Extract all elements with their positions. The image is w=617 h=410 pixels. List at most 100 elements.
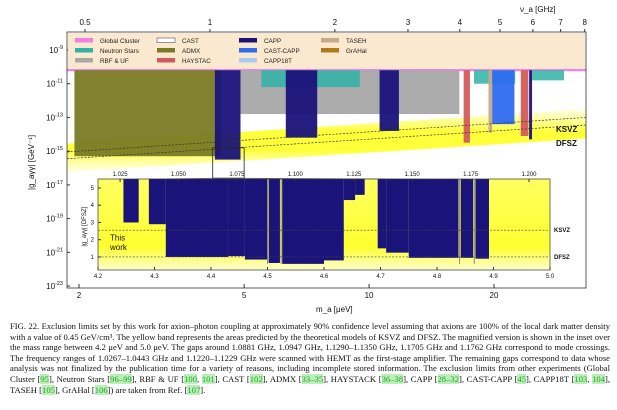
- inset-exclusion-bar: [268, 179, 280, 264]
- caption-text: FIG. 22. Exclusion limits set by this wo…: [10, 321, 610, 384]
- top-tick-label: 4: [458, 18, 463, 27]
- legend-label: GrAHal: [346, 48, 367, 55]
- legend-swatch: [75, 48, 93, 53]
- caption-text: ], HAYSTACK [: [323, 373, 382, 384]
- y-axis-label: |g_aγγ| [GeV⁻¹]: [27, 135, 36, 190]
- inset-top-tick-label: 1.075: [229, 172, 245, 178]
- inset-x-tick-label: 4.8: [433, 274, 442, 280]
- exclusion-region-admx: [74, 70, 222, 157]
- caption-text: ], CAST-CAPP [: [458, 373, 518, 384]
- inset-top-tick-label: 1.175: [463, 172, 479, 178]
- theory-band: [67, 109, 586, 173]
- top-tick-label: 8: [582, 18, 587, 27]
- x-tick-label: 2: [77, 291, 82, 300]
- caption-text: ]) are taken from Ref. [: [107, 384, 188, 395]
- citation-link[interactable]: 45: [517, 373, 526, 384]
- y-tick-label: 10-19: [46, 214, 63, 224]
- y-tick-exponent: -15: [55, 146, 63, 152]
- legend-label: ADMX: [182, 48, 201, 55]
- inset-y-tick-label: 1: [91, 255, 95, 261]
- y-tick-label: 10-9: [49, 45, 63, 55]
- bottom-axis-label: m_a [μeV]: [316, 305, 353, 314]
- inset-x-tick-label: 4.7: [376, 274, 385, 280]
- caption-text: ], CAPP18T [: [526, 373, 575, 384]
- caption-text: ], Neutron Stars [: [48, 373, 111, 384]
- exclusion-region-global-cluster: [67, 68, 586, 72]
- inset-x-tick-label: 4.4: [207, 274, 216, 280]
- citation-link[interactable]: 104: [592, 373, 605, 384]
- citation-link[interactable]: 101: [201, 373, 215, 384]
- inset-exclusion-bar: [227, 179, 245, 257]
- legend-label: RBF & UF: [100, 58, 129, 65]
- legend-swatch: [75, 38, 93, 43]
- caption-text: ], RBF & UF [: [131, 373, 185, 384]
- x-tick-label: 20: [490, 291, 499, 300]
- citation-link[interactable]: 103: [574, 373, 588, 384]
- legend-swatch: [321, 38, 339, 43]
- inset-top-tick-label: 1.025: [113, 172, 129, 178]
- y-tick-exponent: -11: [55, 79, 63, 85]
- this-work-annotation: This: [110, 234, 125, 243]
- inset-exclusion-bar: [460, 179, 474, 258]
- citation-link[interactable]: 106: [94, 384, 108, 395]
- legend-swatch: [75, 58, 93, 63]
- exclusion-figure: 2 5 10 20 0.5 1 2 3 4 5 6 7 8 10-9 10-11 10-13 10-15 10-1…: [27, 5, 587, 314]
- legend-swatch: [157, 48, 175, 53]
- legend-label: CAST-CAPP: [264, 48, 300, 55]
- inset-y-tick-label: 2: [91, 238, 95, 244]
- inset-top-tick-label: 1.100: [288, 172, 304, 178]
- caption-text: ,: [587, 373, 593, 384]
- caption-text: ], TASEH [: [10, 373, 611, 395]
- inset-exclusion-bar: [386, 179, 409, 253]
- inset-exclusion-bar: [165, 179, 228, 257]
- y-tick-exponent: -21: [55, 247, 63, 253]
- inset-x-tick-label: 4.2: [94, 274, 103, 280]
- citation-link[interactable]: 28–32: [437, 373, 459, 384]
- legend-swatch: [239, 48, 257, 53]
- inset-exclusion-bar: [324, 179, 344, 261]
- top-tick-label: 5: [498, 18, 503, 27]
- top-tick-label: 7: [558, 18, 563, 27]
- exclusion-region-haystac: [463, 70, 470, 143]
- exclusion-region-capp: [529, 70, 533, 140]
- inset-top-tick-label: 1.200: [521, 172, 537, 178]
- caption-text: ], CAST [: [214, 373, 250, 384]
- citation-link[interactable]: 102: [249, 373, 263, 384]
- citation-link[interactable]: 105: [42, 384, 55, 395]
- legend-label: CAST: [182, 38, 199, 45]
- top-tick-label: 6: [531, 18, 536, 27]
- citation-link[interactable]: 33–35: [301, 373, 324, 384]
- inset-exclusion-bar: [244, 179, 268, 260]
- top-tick-label: 0.5: [79, 18, 91, 27]
- caption-text: ], ADMX [: [262, 373, 302, 384]
- top-tick-label: 1: [208, 18, 213, 27]
- inset-y-axis-label: |g_aγγ| [DFSZ]: [82, 206, 88, 246]
- ksvz-label: KSVZ: [556, 125, 577, 134]
- citation-link[interactable]: 96–99: [110, 373, 132, 384]
- y-tick-label: 10-15: [46, 146, 63, 156]
- inset-top-tick-label: 1.125: [346, 172, 362, 178]
- ksvz-line: [66, 117, 587, 153]
- legend-label: CAPP: [264, 38, 281, 45]
- citation-link[interactable]: 36–38: [381, 373, 404, 384]
- y-tick-exponent: -9: [58, 45, 63, 51]
- citation-link[interactable]: 95: [40, 373, 49, 384]
- y-tick-label: 10-11: [47, 79, 63, 89]
- y-tick-exponent: -17: [55, 180, 63, 186]
- inset-y-tick-label: 3: [91, 220, 95, 226]
- y-tick-label: 10-13: [46, 112, 63, 122]
- exclusion-region-taseh: [488, 70, 493, 133]
- exclusion-region-cast-capp: [492, 70, 515, 125]
- inset-top-tick-label: 1.150: [405, 172, 421, 178]
- legend-swatch: [321, 48, 339, 53]
- this-work-annotation: work: [109, 243, 128, 252]
- x-tick-label: 5: [242, 291, 247, 300]
- inset-exclusion-bar: [475, 179, 489, 259]
- legend-swatch: [157, 58, 175, 63]
- zoom-region-box: [212, 147, 245, 179]
- y-tick-label: 10-17: [46, 180, 63, 190]
- citation-link[interactable]: 107: [187, 384, 201, 395]
- inset-x-tick-label: 4.5: [263, 274, 272, 280]
- citation-link[interactable]: 100: [184, 373, 197, 384]
